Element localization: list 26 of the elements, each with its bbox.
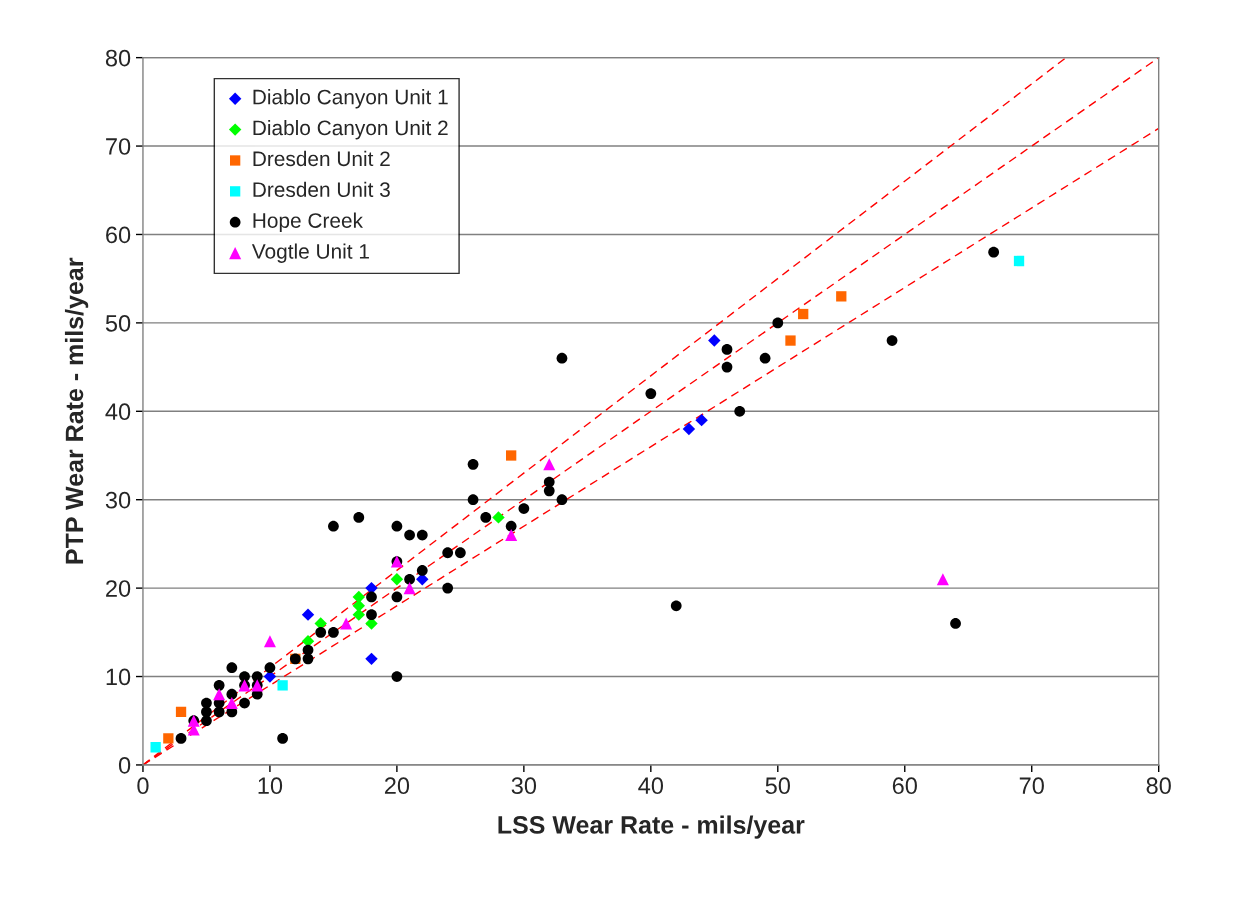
legend-label: Diablo Canyon Unit 2: [253, 119, 448, 140]
x-tick-label: 60: [892, 777, 917, 795]
legend-label: Dresden Unit 3: [253, 181, 390, 198]
x-tick-label: 50: [765, 777, 790, 795]
x-axis-title: LSS Wear Rate - mils/year: [498, 815, 805, 839]
y-tick-label: 60: [106, 226, 131, 244]
x-tick-label: 0: [137, 777, 149, 795]
y-tick-label: 50: [105, 314, 131, 332]
legend-label: Hope Creek: [253, 212, 364, 233]
y-tick-label: 10: [106, 668, 131, 686]
y-tick-label: 80: [105, 49, 131, 67]
y-tick-label: 30: [105, 491, 131, 509]
x-tick-label: 80: [1146, 777, 1171, 795]
y-tick-label: 40: [105, 403, 131, 421]
x-tick-label: 40: [638, 777, 664, 795]
x-tick-label: 20: [384, 777, 410, 795]
y-axis-title: PTP Wear Rate - mils/year: [64, 257, 89, 564]
legend-label: Dresden Unit 2: [253, 150, 390, 167]
y-tick-label: 0: [118, 757, 131, 774]
x-tick-label: 70: [1019, 777, 1044, 795]
y-tick-label: 70: [106, 138, 131, 155]
y-tick-label: 20: [106, 580, 131, 597]
x-tick-label: 30: [511, 777, 537, 795]
legend-label: Diablo Canyon Unit 1: [253, 89, 448, 109]
x-tick-label: 10: [258, 777, 283, 795]
legend-label: Vogtle Unit 1: [251, 243, 369, 263]
